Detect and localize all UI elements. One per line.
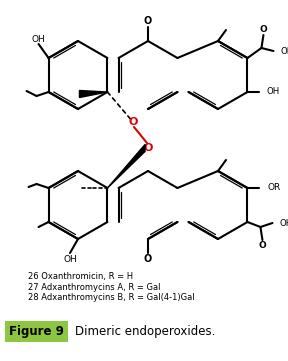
- Polygon shape: [107, 144, 145, 188]
- FancyBboxPatch shape: [5, 321, 67, 342]
- Text: O: O: [144, 254, 152, 264]
- Text: O: O: [143, 143, 153, 153]
- Text: O: O: [144, 16, 152, 26]
- Text: OH: OH: [281, 47, 288, 56]
- Polygon shape: [79, 91, 107, 97]
- Text: 26 Oxanthromicin, R = H: 26 Oxanthromicin, R = H: [28, 271, 133, 280]
- Text: OH: OH: [63, 256, 77, 265]
- Text: 27 Adxanthromycins A, R = Gal: 27 Adxanthromycins A, R = Gal: [28, 283, 160, 291]
- Text: Dimeric endoperoxides.: Dimeric endoperoxides.: [75, 325, 215, 338]
- Text: OH: OH: [266, 87, 280, 96]
- Text: O: O: [259, 25, 267, 34]
- Text: OH: OH: [32, 35, 46, 43]
- Text: O: O: [128, 117, 138, 127]
- Text: O: O: [259, 242, 266, 251]
- Text: OH: OH: [279, 218, 288, 227]
- Text: 28 Adxanthromycins B, R = Gal(4-1)Gal: 28 Adxanthromycins B, R = Gal(4-1)Gal: [28, 293, 195, 303]
- Text: Figure 9: Figure 9: [9, 325, 63, 338]
- Text: OR: OR: [268, 183, 281, 192]
